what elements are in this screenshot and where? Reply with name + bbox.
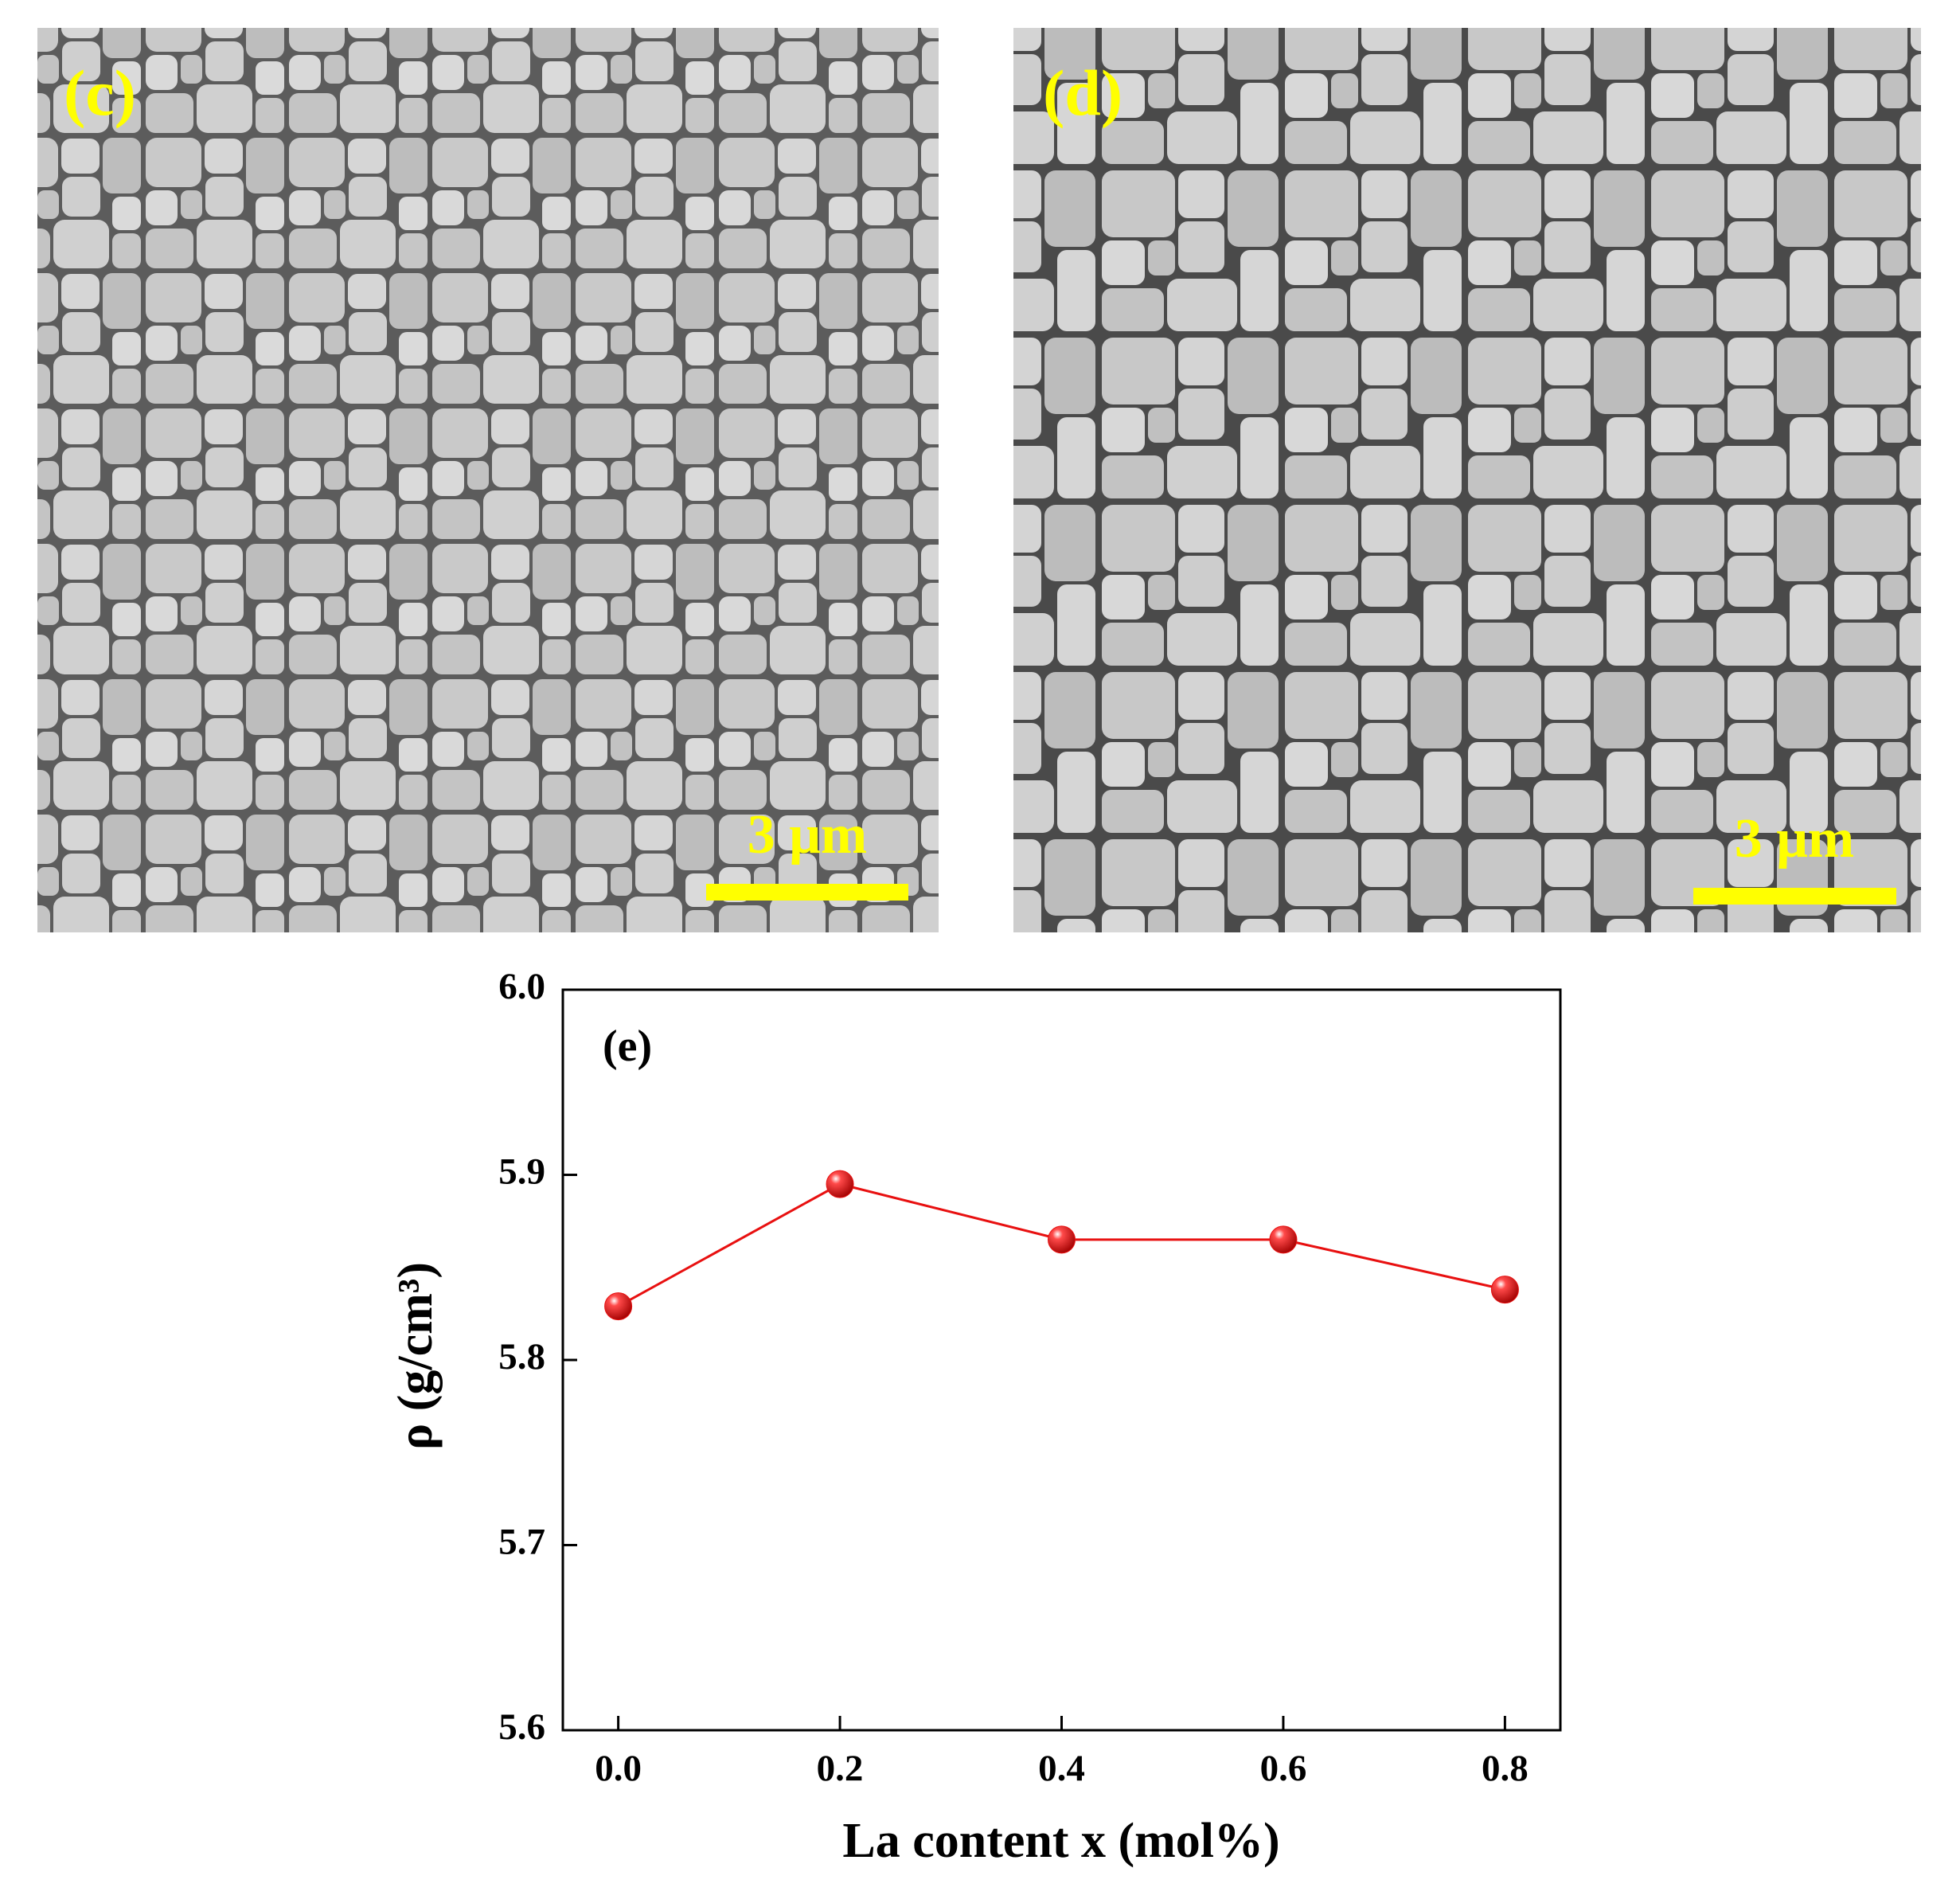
y-axis-label: ρ (g/cm³) — [388, 1262, 443, 1450]
data-point — [1048, 1225, 1076, 1254]
x-tick-label: 0.6 — [1260, 1748, 1307, 1789]
data-point — [604, 1292, 633, 1321]
y-tick-label: 5.6 — [498, 1706, 545, 1748]
panel-label: (c) — [64, 57, 136, 129]
sem-image-c: (c) 3 μm — [37, 28, 939, 932]
x-tick-label: 0.2 — [817, 1748, 864, 1789]
annotation: (e) — [603, 1022, 652, 1071]
y-tick-label: 5.7 — [498, 1521, 545, 1562]
x-tick-label: 0.4 — [1038, 1748, 1085, 1789]
sem-image-d: (d) 3 μm — [1013, 28, 1921, 932]
y-tick-label: 5.8 — [498, 1336, 545, 1377]
data-point — [1490, 1276, 1519, 1304]
axes-frame — [561, 988, 1562, 1732]
data-point — [1269, 1225, 1298, 1254]
scale-bar — [706, 884, 908, 901]
chart: (e) La content x (mol%) ρ (g/cm³) 5.6 5.7… — [388, 966, 1562, 1868]
micrograph — [1013, 28, 1921, 932]
data-point — [826, 1170, 854, 1198]
x-tick-label: 0.8 — [1482, 1748, 1529, 1789]
micrograph — [37, 28, 939, 932]
scale-bar-label: 3 μm — [1735, 808, 1855, 869]
x-axis-label: La content x (mol%) — [842, 1814, 1279, 1868]
scale-bar-label: 3 μm — [748, 804, 868, 866]
scale-bar — [1693, 888, 1896, 905]
y-tick-label: 5.9 — [498, 1151, 545, 1192]
y-tick-label: 6.0 — [498, 966, 545, 1007]
panel-label: (d) — [1043, 57, 1123, 129]
x-tick-label: 0.0 — [595, 1748, 642, 1789]
